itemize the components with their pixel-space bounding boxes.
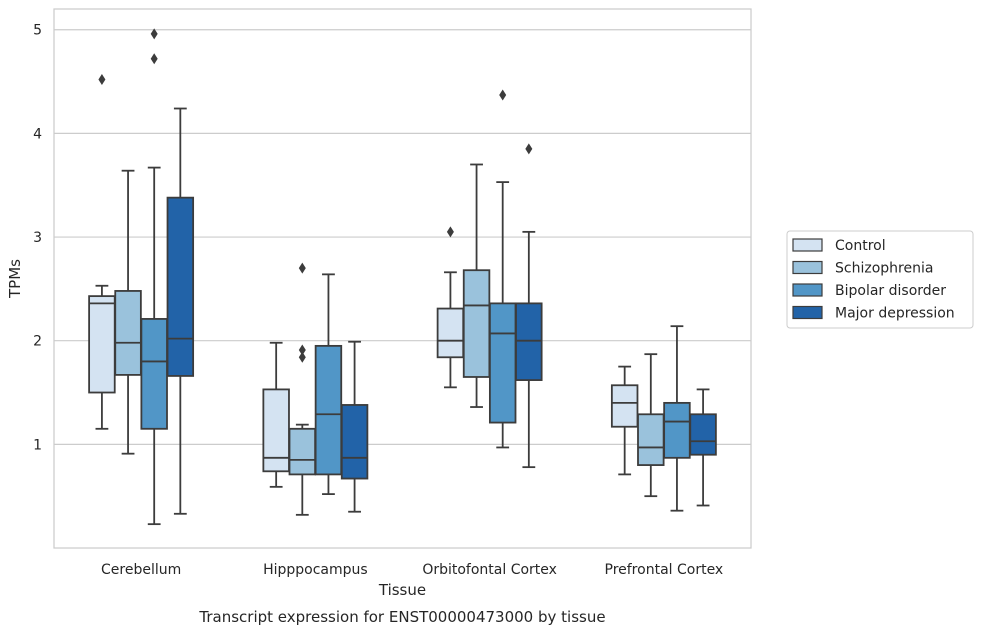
box-bipolar-disorder [663, 325, 691, 512]
box-iqr [689, 413, 717, 456]
x-tick-label: Orbitofontal Cortex [422, 562, 557, 578]
legend-swatch [792, 305, 823, 320]
box-iqr [166, 196, 195, 377]
box-iqr [610, 384, 639, 428]
box-control [262, 341, 290, 488]
x-tick-labels: Cerebellum Hipppocampus Orbitofontal Corte… [101, 562, 723, 578]
legend-entry-label: Major depression [835, 306, 955, 322]
legend-swatch [792, 283, 823, 297]
box-iqr [314, 344, 343, 476]
box-major-depression [166, 107, 195, 515]
y-axis-label: TPMs [6, 259, 24, 299]
outlier-point [298, 351, 306, 363]
x-axis-label: Tissue [378, 581, 426, 599]
box-iqr [140, 318, 168, 430]
box-iqr [114, 290, 142, 376]
boxes [88, 28, 717, 526]
box-major-depression [340, 340, 369, 513]
box-control [88, 73, 116, 430]
box-control [436, 226, 465, 389]
box-bipolar-disorder [488, 89, 517, 449]
box-schizophrenia [462, 163, 491, 408]
legend-swatch [792, 260, 823, 275]
y-tick-labels: 1 2 3 4 5 [33, 23, 42, 454]
box-bipolar-disorder [314, 273, 343, 496]
box-control [610, 365, 639, 476]
legend-entry-label: Control [835, 238, 886, 254]
box-schizophrenia [637, 353, 665, 498]
y-tick-label: 3 [33, 230, 42, 246]
box-major-depression [515, 143, 543, 469]
box-iqr [288, 427, 317, 476]
box-iqr [488, 302, 517, 424]
legend: Control Schizophrenia Bipolar disorder Majo… [786, 230, 974, 329]
outlier-point [298, 262, 306, 274]
y-tick-label: 2 [33, 334, 42, 350]
y-tick-label: 5 [33, 23, 42, 39]
outlier-point [98, 73, 106, 85]
y-tick-label: 1 [33, 437, 42, 453]
box-iqr [88, 295, 116, 394]
y-tick-label: 4 [33, 126, 42, 142]
outlier-point [499, 89, 507, 101]
box-schizophrenia [114, 169, 142, 455]
x-tick-label: Prefrontal Cortex [605, 562, 724, 578]
chart-caption: Transcript expression for ENST0000047300… [198, 608, 605, 626]
box-iqr [262, 388, 290, 473]
box-iqr [663, 401, 691, 459]
box-schizophrenia [288, 262, 317, 516]
x-tick-label: Cerebellum [101, 562, 181, 578]
legend-frame [786, 230, 974, 329]
box-iqr [340, 404, 369, 480]
plot-frame [53, 8, 752, 549]
box-iqr [462, 269, 491, 378]
legend-swatch [792, 238, 823, 252]
x-tick-label: Hipppocampus [263, 562, 368, 578]
legend-entry-label: Schizophrenia [835, 261, 933, 277]
outlier-point [446, 226, 454, 238]
outlier-point [150, 28, 158, 40]
box-iqr [436, 307, 465, 359]
outlier-point [150, 53, 158, 65]
box-major-depression [689, 388, 717, 507]
legend-entry-label: Bipolar disorder [835, 283, 946, 299]
box-iqr [637, 413, 665, 466]
outlier-point [525, 143, 533, 155]
outlier-point [298, 344, 306, 356]
box-iqr [515, 302, 543, 381]
